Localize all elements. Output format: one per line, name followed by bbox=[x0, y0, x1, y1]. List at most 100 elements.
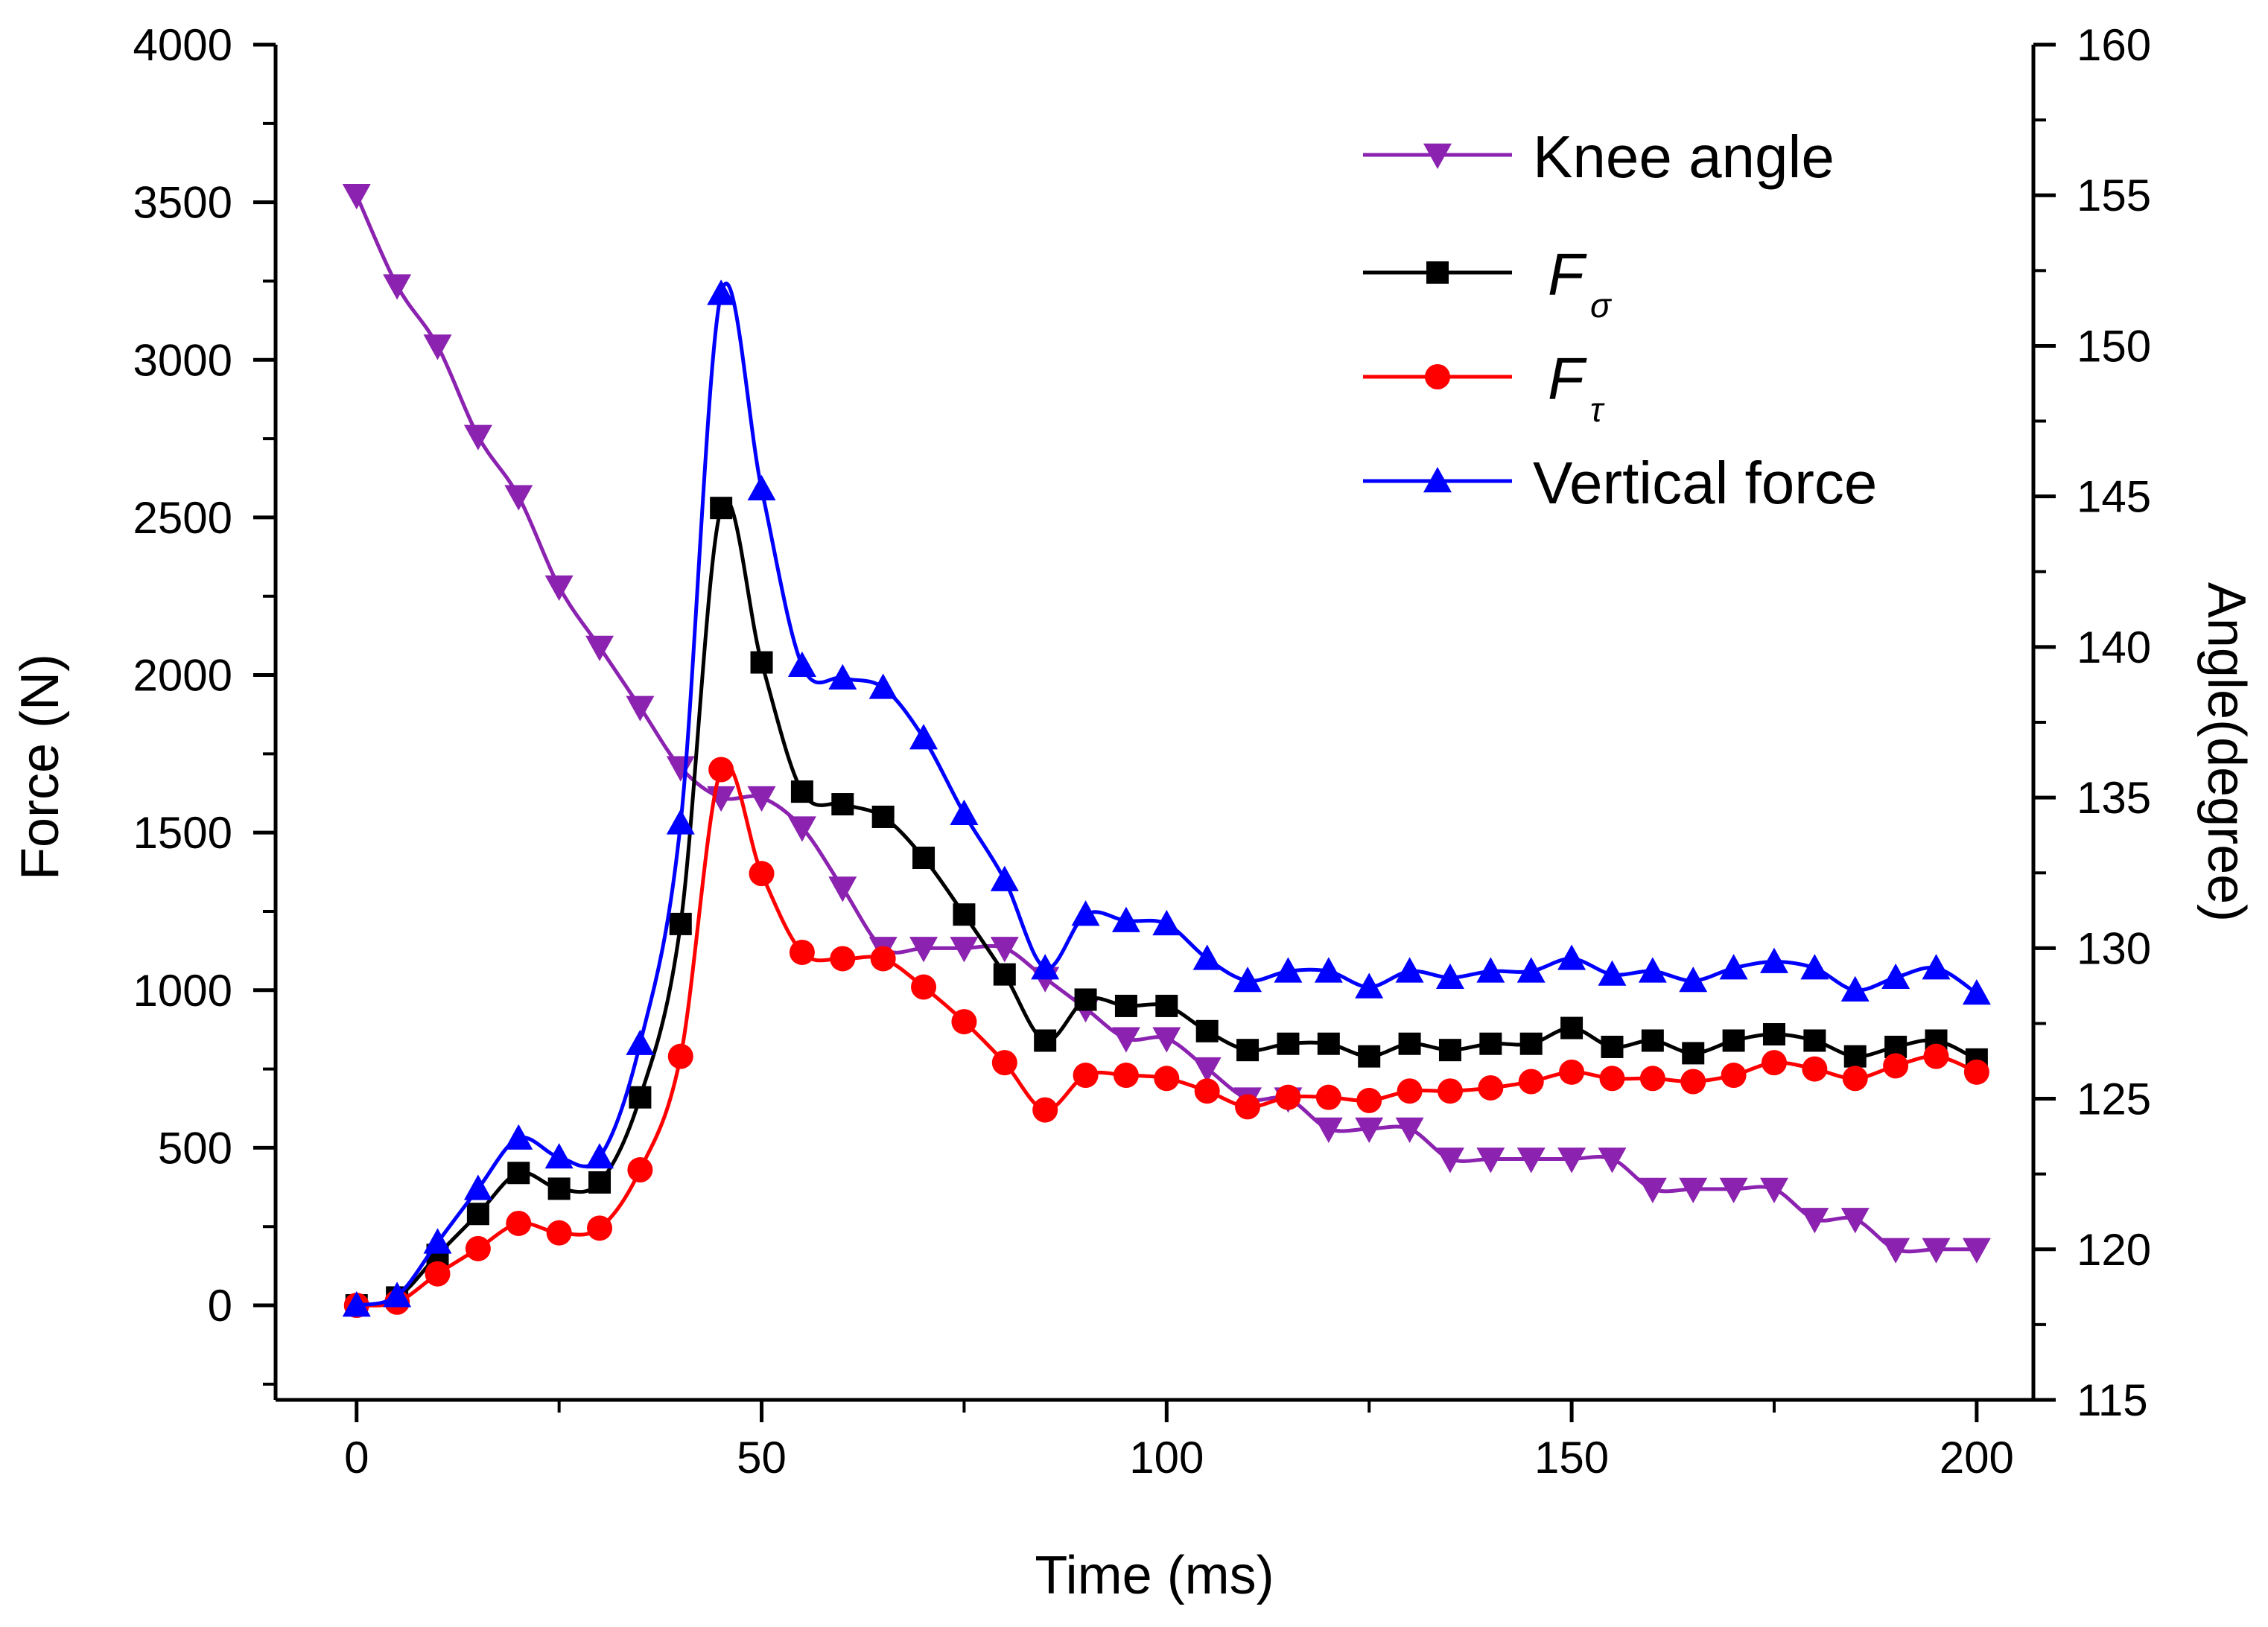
f-tau-point bbox=[1518, 1069, 1544, 1095]
series-f-sigma bbox=[345, 497, 1988, 1317]
vertical-force-point bbox=[585, 1143, 614, 1169]
f-sigma-point bbox=[1358, 1045, 1381, 1068]
f-sigma-point bbox=[1195, 1019, 1219, 1042]
vertical-force-point bbox=[342, 1291, 371, 1317]
vertical-force-point bbox=[1111, 906, 1140, 932]
f-sigma-point bbox=[1114, 994, 1137, 1017]
knee-angle-point bbox=[1840, 1208, 1870, 1234]
vertical-force-point bbox=[787, 651, 816, 678]
vertical-force-point bbox=[1192, 944, 1222, 970]
f-sigma-point bbox=[1519, 1032, 1543, 1055]
f-sigma-point bbox=[1479, 1032, 1502, 1055]
f-sigma-point bbox=[507, 1162, 530, 1185]
x-axis-title: Time (ms) bbox=[1035, 1546, 1274, 1605]
vertical-force-point bbox=[1314, 957, 1343, 983]
legend-label: F bbox=[1548, 241, 1587, 308]
vertical-force-point bbox=[383, 1281, 412, 1308]
legend-label-subscript: σ bbox=[1590, 286, 1613, 325]
knee-angle-point bbox=[1557, 1147, 1586, 1174]
plot-frame bbox=[273, 45, 2036, 1402]
f-tau-point bbox=[1437, 1078, 1463, 1104]
y-tick-label: 4000 bbox=[133, 20, 232, 70]
f-tau-point bbox=[1235, 1094, 1261, 1120]
vertical-force-point bbox=[1031, 954, 1060, 980]
legend-label: Knee angle bbox=[1533, 124, 1835, 190]
vertical-force-point bbox=[707, 279, 736, 305]
f-tau-point bbox=[627, 1157, 653, 1183]
f-tau-point bbox=[1923, 1043, 1949, 1069]
f-sigma-point bbox=[750, 651, 773, 674]
f-tau-point bbox=[1315, 1084, 1341, 1110]
vertical-force-point bbox=[1679, 967, 1708, 993]
f-sigma-point bbox=[710, 497, 733, 520]
f-tau-point bbox=[830, 946, 856, 972]
knee-angle-point bbox=[1679, 1177, 1708, 1203]
legend-swatch-marker bbox=[1426, 261, 1449, 284]
knee-angle-point bbox=[1719, 1177, 1748, 1203]
knee-angle-point bbox=[1192, 1057, 1222, 1083]
x-tick-label: 50 bbox=[737, 1433, 787, 1483]
vertical-force-point bbox=[1638, 957, 1667, 983]
f-sigma-point bbox=[1641, 1029, 1664, 1052]
vertical-force-point bbox=[990, 865, 1019, 891]
f-tau-point bbox=[1559, 1059, 1585, 1085]
vertical-force-point bbox=[868, 673, 898, 699]
f-tau-point bbox=[1397, 1078, 1423, 1104]
f-sigma-point bbox=[1236, 1039, 1260, 1062]
x-tick-label: 200 bbox=[1940, 1433, 2014, 1483]
knee-angle-point bbox=[1922, 1238, 1951, 1264]
f-sigma-point bbox=[993, 963, 1016, 986]
y-tick-label: 3000 bbox=[133, 335, 232, 385]
f-sigma-point bbox=[831, 793, 854, 816]
y-axis-title: Force (N) bbox=[10, 654, 70, 880]
f-tau-point bbox=[506, 1210, 532, 1236]
y-tick-label: 1000 bbox=[133, 966, 232, 1016]
knee-angle-point bbox=[626, 695, 655, 722]
f-tau-point bbox=[1680, 1069, 1706, 1095]
f-sigma-point bbox=[466, 1203, 489, 1226]
y-axis-left: 0 500 1000 1500 2000 2500 3000 3500 4000 bbox=[133, 20, 276, 1386]
y2-tick-label: 150 bbox=[2077, 321, 2151, 371]
knee-angle-point bbox=[1962, 1238, 1991, 1264]
f-tau-point bbox=[1842, 1066, 1868, 1092]
f-tau-point bbox=[1721, 1063, 1747, 1089]
f-tau-point bbox=[1113, 1063, 1139, 1089]
f-sigma-point bbox=[1803, 1029, 1826, 1052]
f-sigma-point bbox=[953, 903, 976, 926]
knee-angle-point bbox=[1638, 1177, 1667, 1203]
f-tau-point bbox=[951, 1009, 977, 1035]
legend-swatch-marker bbox=[1423, 467, 1452, 493]
f-tau-point bbox=[1761, 1050, 1787, 1076]
y2-tick-label: 140 bbox=[2077, 623, 2151, 672]
f-tau-point bbox=[1275, 1084, 1301, 1110]
y2-tick-label: 115 bbox=[2077, 1375, 2148, 1425]
f-tau-point bbox=[1883, 1053, 1909, 1079]
series-knee-angle bbox=[342, 184, 1991, 1264]
vertical-force-point bbox=[504, 1124, 533, 1150]
legend-item-knee-angle: Knee angle bbox=[1363, 124, 1835, 190]
vertical-force-point bbox=[1719, 954, 1748, 980]
y2-tick-label: 125 bbox=[2077, 1074, 2151, 1124]
f-sigma-point bbox=[1843, 1045, 1867, 1068]
legend-item-vertical-force: Vertical force bbox=[1363, 450, 1877, 516]
f-sigma-point bbox=[1438, 1039, 1461, 1062]
vertical-force-point bbox=[1557, 944, 1586, 970]
knee-angle-point bbox=[1314, 1117, 1343, 1143]
f-tau-point bbox=[1194, 1078, 1220, 1104]
y-tick-label: 3500 bbox=[133, 178, 232, 228]
vertical-force-point bbox=[1922, 954, 1951, 980]
f-tau-point bbox=[1478, 1074, 1504, 1101]
knee-angle-point bbox=[1395, 1117, 1424, 1143]
series-layer bbox=[342, 184, 1991, 1319]
vertical-force-point bbox=[423, 1228, 452, 1254]
f-tau-point bbox=[425, 1261, 451, 1287]
y-tick-label: 2500 bbox=[133, 493, 232, 543]
knee-angle-point bbox=[383, 274, 412, 300]
f-tau-point bbox=[1963, 1059, 1989, 1085]
y-tick-label: 1500 bbox=[133, 808, 232, 858]
knee-angle-point bbox=[585, 635, 614, 661]
vertical-force-point bbox=[1962, 979, 1991, 1005]
f-tau-point bbox=[991, 1050, 1017, 1076]
